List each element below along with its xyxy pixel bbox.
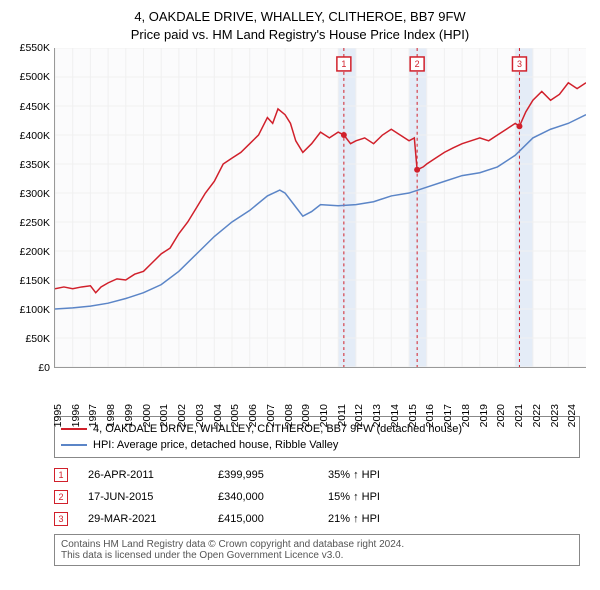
sale-date: 29-MAR-2021 [88,513,198,525]
y-tick-label: £300K [20,188,50,200]
legend-label: HPI: Average price, detached house, Ribb… [93,439,338,451]
sale-date: 17-JUN-2015 [88,491,198,503]
sale-row: 3 29-MAR-2021 £415,000 21% ↑ HPI [54,508,580,530]
y-tick-label: £200K [20,246,50,258]
svg-text:2: 2 [415,59,420,69]
y-axis-labels: £0£50K£100K£150K£200K£250K£300K£350K£400… [10,48,52,368]
x-tick-label: 2005 [229,404,241,427]
x-tick-label: 2017 [442,404,454,427]
chart-container: 4, OAKDALE DRIVE, WHALLEY, CLITHEROE, BB… [0,0,600,572]
sale-row: 1 26-APR-2011 £399,995 35% ↑ HPI [54,464,580,486]
x-tick-label: 1997 [87,404,99,427]
x-axis-labels: 1995199619971998199920002001200220032004… [54,368,586,410]
legend-swatch [61,428,87,430]
x-tick-label: 2021 [513,404,525,427]
x-tick-label: 2011 [336,404,348,427]
x-tick-label: 2007 [265,404,277,427]
plot-svg: 1 2 3 [55,48,586,367]
x-tick-label: 2006 [247,404,259,427]
sale-marker-icon: 1 [54,468,68,482]
x-tick-label: 2008 [283,404,295,427]
y-tick-label: £350K [20,159,50,171]
x-tick-label: 2014 [389,404,401,427]
x-tick-label: 2012 [353,404,365,427]
title-subtitle: Price paid vs. HM Land Registry's House … [10,26,590,44]
x-tick-label: 2020 [495,404,507,427]
sale-pct: 35% ↑ HPI [328,469,380,481]
title-block: 4, OAKDALE DRIVE, WHALLEY, CLITHEROE, BB… [10,8,590,44]
x-tick-label: 1996 [70,404,82,427]
sale-marker-icon: 3 [54,512,68,526]
x-tick-label: 2019 [478,404,490,427]
x-tick-label: 2001 [158,404,170,427]
x-tick-label: 2016 [424,404,436,427]
sale-pct: 21% ↑ HPI [328,513,380,525]
y-tick-label: £100K [20,304,50,316]
y-tick-label: £50K [25,333,50,345]
chart-wrap: £0 £50K £100K £150K £200K £250K £300K £350K £400… [10,48,590,410]
plot-area: 1 2 3 [54,48,586,368]
svg-text:1: 1 [341,59,346,69]
x-tick-label: 2023 [549,404,561,427]
x-tick-label: 1995 [52,404,64,427]
x-tick-label: 2000 [141,404,153,427]
x-tick-label: 2015 [407,404,419,427]
x-tick-label: 1999 [123,404,135,427]
sale-date: 26-APR-2011 [88,469,198,481]
sale-price: £415,000 [218,513,308,525]
footnote-line1: Contains HM Land Registry data © Crown c… [61,539,573,550]
sales-table: 1 26-APR-2011 £399,995 35% ↑ HPI 2 17-JUN-201… [54,464,580,530]
y-tick-label: £550K [20,42,50,54]
x-tick-label: 2013 [371,404,383,427]
x-tick-label: 2002 [176,404,188,427]
svg-text:3: 3 [517,59,522,69]
x-tick-label: 2003 [194,404,206,427]
y-tick-label: £150K [20,275,50,287]
x-tick-label: 2009 [300,404,312,427]
sale-row: 2 17-JUN-2015 £340,000 15% ↑ HPI [54,486,580,508]
legend-swatch [61,444,87,446]
x-tick-label: 2022 [531,404,543,427]
x-tick-label: 2024 [566,404,578,427]
legend-row: HPI: Average price, detached house, Ribb… [61,437,573,453]
x-tick-label: 2004 [212,404,224,427]
sale-price: £340,000 [218,491,308,503]
x-tick-label: 1998 [105,404,117,427]
y-tick-label: £250K [20,217,50,229]
footnote-line2: This data is licensed under the Open Gov… [61,550,573,561]
y-tick-label: £500K [20,71,50,83]
sale-pct: 15% ↑ HPI [328,491,380,503]
x-tick-label: 2018 [460,404,472,427]
footnote: Contains HM Land Registry data © Crown c… [54,534,580,566]
sale-marker-icon: 2 [54,490,68,504]
sale-price: £399,995 [218,469,308,481]
y-tick-label: £450K [20,101,50,113]
y-tick-label: £0 [38,362,50,374]
title-address: 4, OAKDALE DRIVE, WHALLEY, CLITHEROE, BB… [10,8,590,26]
x-tick-label: 2010 [318,404,330,427]
y-tick-label: £400K [20,130,50,142]
